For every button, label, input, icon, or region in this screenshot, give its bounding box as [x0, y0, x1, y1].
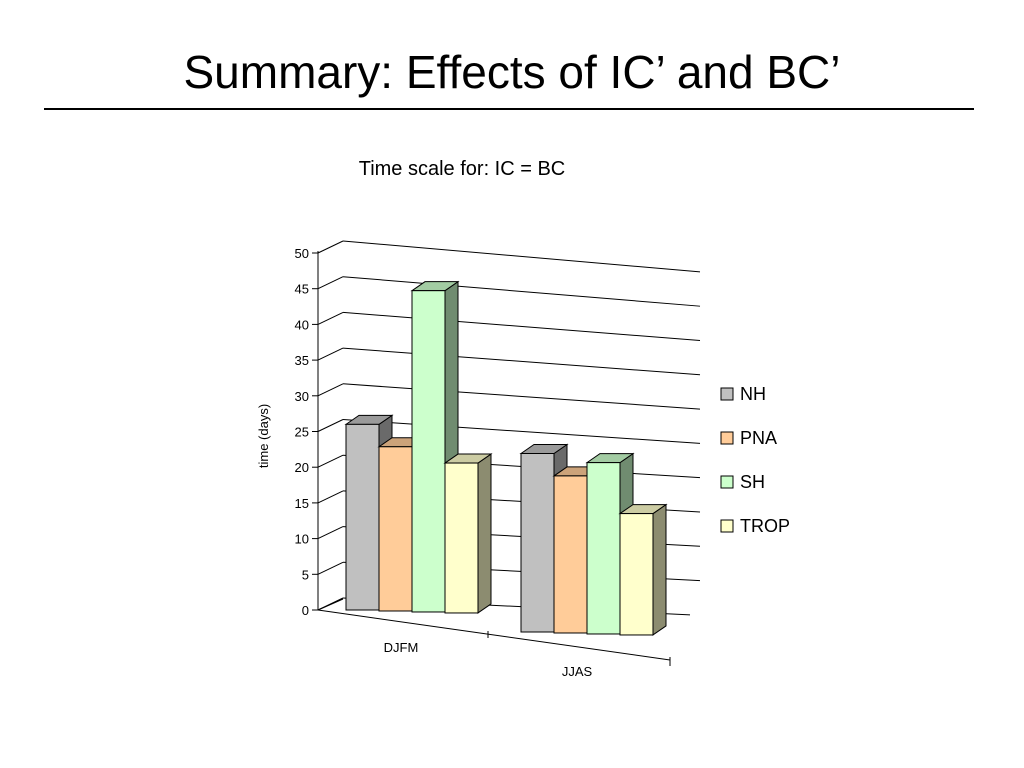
bar-front: [411, 290, 446, 613]
legend-swatch: [720, 387, 734, 401]
y-tick-label: 50: [295, 246, 309, 261]
back-gridline: [342, 276, 701, 307]
chart-labels: 0 5 10 15 20 25 30 35 40 45 50 time (days) DJFM JJAS: [256, 246, 592, 679]
side-gridline: [317, 561, 344, 575]
y-tick-label: 0: [302, 603, 309, 618]
y-tick-label: 5: [302, 567, 309, 582]
chart-bars: [344, 280, 668, 636]
side-gridline: [317, 240, 344, 254]
legend-swatch: [720, 431, 734, 445]
bar-front: [586, 462, 621, 635]
bar-front: [345, 423, 380, 611]
side-gridline: [317, 347, 344, 361]
y-axis-label: time (days): [256, 404, 271, 468]
side-gridline: [317, 383, 344, 397]
chart-axes: [312, 251, 671, 666]
bar-trop-djfm: [443, 453, 493, 614]
bar-side: [652, 503, 667, 636]
legend-label: NH: [740, 384, 766, 404]
back-gridline: [342, 419, 701, 444]
legend-swatch: [720, 475, 734, 489]
y-tick-label: 45: [295, 282, 309, 297]
y-tick-label: 40: [295, 317, 309, 332]
side-gridline: [317, 526, 344, 540]
y-tick-label: 10: [295, 532, 309, 547]
side-gridline: [317, 454, 344, 468]
slide-title: Summary: Effects of IC’ and BC’: [183, 46, 841, 98]
x-axis: [317, 609, 671, 661]
bar-front: [378, 446, 413, 612]
bar-front: [553, 475, 588, 634]
chart-legend: NH PNA SH TROP: [720, 384, 790, 536]
back-gridline: [342, 311, 701, 341]
y-tick-label: 25: [295, 425, 309, 440]
y-tick-label: 20: [295, 460, 309, 475]
side-gridline: [317, 490, 344, 504]
side-gridline: [317, 419, 344, 432]
back-gridline: [342, 240, 701, 273]
title-divider: [44, 108, 974, 110]
y-tick-label: 15: [295, 496, 309, 511]
legend-label: TROP: [740, 516, 790, 536]
y-tick-label: 35: [295, 353, 309, 368]
bar-front: [619, 513, 654, 636]
legend-label: PNA: [740, 428, 777, 448]
bar-trop-jjas: [618, 503, 668, 636]
back-gridline: [342, 347, 701, 376]
back-gridline: [342, 383, 701, 410]
chart-title: Time scale for: IC = BC: [358, 158, 566, 180]
bar-front: [520, 453, 555, 633]
legend-label: SH: [740, 472, 765, 492]
x-category-label: JJAS: [562, 664, 593, 679]
x-category-label: DJFM: [384, 640, 419, 655]
side-gridline: [317, 276, 344, 290]
bar-front: [444, 462, 479, 614]
floor-edge: [317, 598, 344, 611]
side-gridline: [317, 311, 344, 325]
bar-side: [477, 453, 492, 614]
y-tick-label: 30: [295, 389, 309, 404]
legend-swatch: [720, 519, 734, 533]
